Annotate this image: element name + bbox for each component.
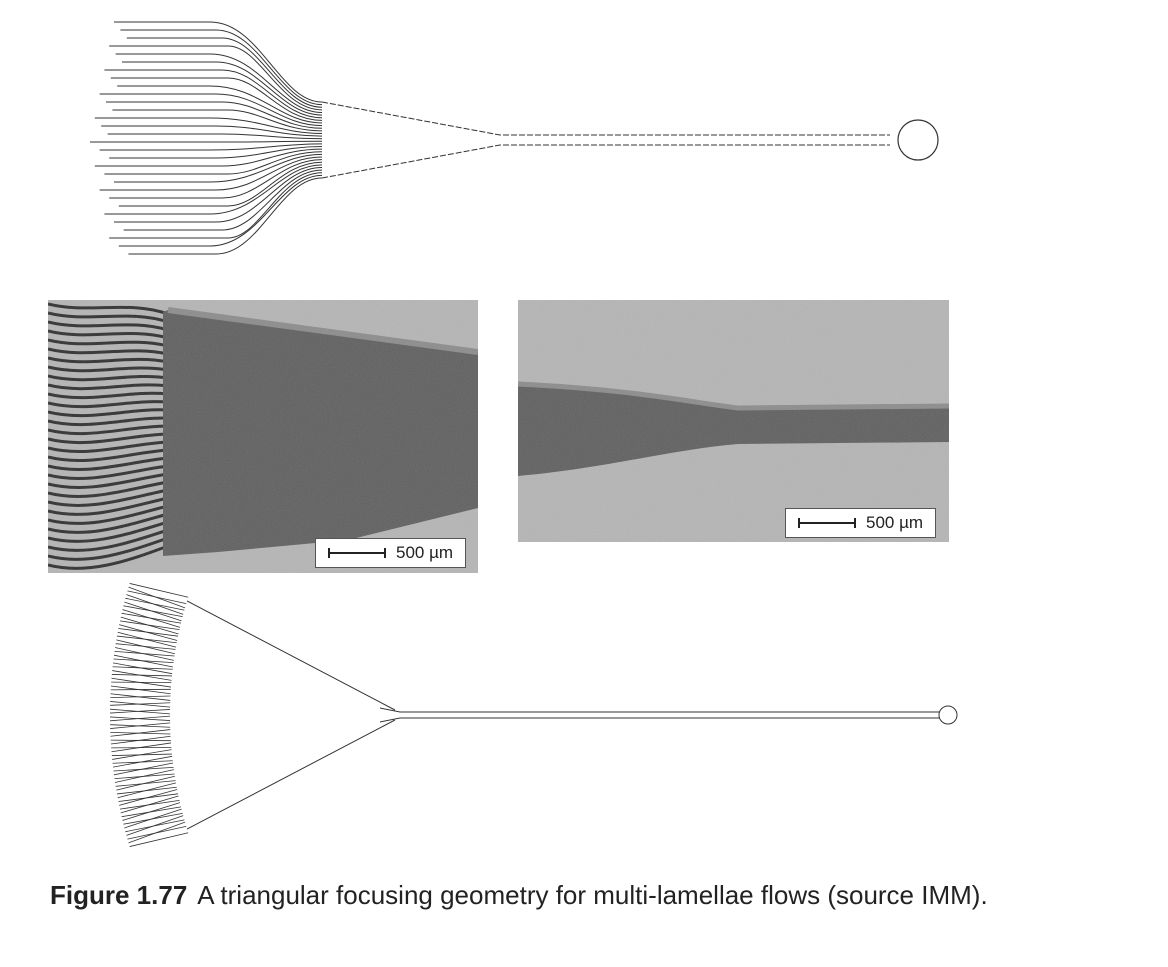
- arc-inlet-channel: [110, 722, 171, 729]
- inlet-channel: [106, 101, 323, 129]
- inlet-channel: [112, 109, 323, 132]
- arc-inlet-channel: [114, 650, 175, 657]
- arc-inlet-channel: [112, 749, 172, 760]
- arc-inlet-channel: [109, 709, 171, 714]
- inlet-channel: [90, 140, 323, 143]
- arc-inlet-channel: [110, 715, 171, 722]
- inlet-channel: [107, 133, 323, 140]
- arc-inlet-channel: [110, 729, 171, 737]
- focusing-wall-top: [186, 600, 396, 711]
- arc-inlet-channel: [116, 635, 177, 644]
- arc-inlet-channel: [125, 597, 185, 611]
- arc-inlet-channel: [110, 702, 171, 706]
- scale-bar-left: 500 µm: [315, 538, 467, 568]
- arc-inlet-channel: [124, 808, 182, 829]
- arc-inlet-channel: [129, 583, 189, 598]
- arc-inlet-channel: [112, 666, 173, 670]
- scale-bar-left-label: 500 µm: [396, 543, 454, 562]
- outlet-channel-top: [379, 707, 940, 713]
- arc-inlet-channel: [110, 688, 171, 691]
- inlet-channel: [101, 125, 323, 137]
- sem-image-right: 500 µm: [518, 300, 949, 542]
- inlet-channel: [110, 77, 323, 121]
- arc-inlet-channel: [110, 695, 171, 698]
- scale-bar-right-label: 500 µm: [866, 513, 924, 532]
- scale-bar-right: 500 µm: [785, 508, 937, 538]
- sem-right-drawing: [518, 300, 949, 542]
- scale-bar-marker: [798, 516, 856, 530]
- top-schematic: [60, 10, 960, 265]
- caption-text: A triangular focusing geometry for multi…: [197, 880, 988, 910]
- inlet-channel: [104, 69, 323, 119]
- arc-inlet-channel: [112, 755, 173, 768]
- arc-inlet-channel: [113, 658, 174, 664]
- arc-inlet-channel: [115, 643, 176, 650]
- arc-inlet-channel: [115, 769, 174, 783]
- inlet-channel: [99, 143, 323, 151]
- inlet-channel: [99, 93, 323, 127]
- inlet-channel: [94, 117, 323, 134]
- scale-bar-marker: [328, 546, 386, 560]
- inlet-channel: [99, 156, 323, 191]
- sem-image-left: 500 µm: [48, 300, 478, 573]
- inlet-channel: [118, 174, 323, 247]
- arc-inlet-channel: [116, 775, 175, 791]
- inlet-channel: [114, 167, 323, 223]
- focusing-wall-top: [321, 101, 890, 136]
- focusing-wall-bottom: [321, 144, 890, 179]
- inlet-channel: [104, 151, 323, 175]
- inlet-channel: [123, 169, 323, 231]
- inlet-channel: [117, 85, 323, 124]
- sem-left-drawing: [48, 300, 478, 573]
- arc-inlet-channel: [119, 620, 180, 631]
- inlet-channel: [94, 148, 323, 167]
- inlet-channel: [104, 164, 323, 215]
- arc-inlet-channel: [126, 815, 184, 836]
- arc-inlet-channel: [118, 628, 179, 637]
- outlet-port: [897, 119, 939, 161]
- arc-inlet-channel: [113, 762, 174, 776]
- arc-inlet-channel: [121, 612, 182, 624]
- inlet-channel: [114, 21, 323, 103]
- focusing-wall-bottom: [186, 719, 396, 830]
- inlet-channel: [109, 159, 323, 199]
- inlet-channel: [109, 146, 323, 159]
- bottom-schematic: [90, 570, 970, 870]
- arc-inlet-channel: [119, 789, 178, 806]
- arc-inlet-channel: [120, 795, 179, 814]
- bottom-schematic-drawing: [109, 583, 958, 847]
- inlet-channel: [126, 37, 323, 108]
- outlet-port: [938, 705, 958, 725]
- inlet-channel: [115, 53, 323, 113]
- outlet-channel-bottom: [379, 717, 940, 723]
- inlet-channel: [122, 61, 323, 116]
- inlet-channel: [109, 172, 323, 239]
- inlet-channel: [120, 29, 323, 106]
- arc-inlet-channel: [128, 821, 186, 844]
- arc-inlet-channel: [127, 590, 187, 605]
- inlet-channel: [118, 161, 323, 207]
- inlet-channel: [114, 153, 323, 183]
- arc-inlet-channel: [122, 802, 181, 821]
- inlet-channel: [109, 45, 323, 111]
- arc-inlet-channel: [110, 735, 171, 745]
- figure-label: Figure 1.77: [50, 880, 188, 910]
- arc-inlet-channel: [117, 782, 177, 799]
- top-schematic-drawing: [90, 21, 939, 255]
- figure-caption: Figure 1.77 A triangular focusing geometr…: [50, 880, 1150, 911]
- arc-inlet-channel: [123, 605, 183, 617]
- arc-inlet-channel: [111, 674, 172, 677]
- arc-inlet-channel: [129, 832, 189, 847]
- inlet-channel: [128, 177, 323, 255]
- arc-inlet-channel: [111, 742, 172, 753]
